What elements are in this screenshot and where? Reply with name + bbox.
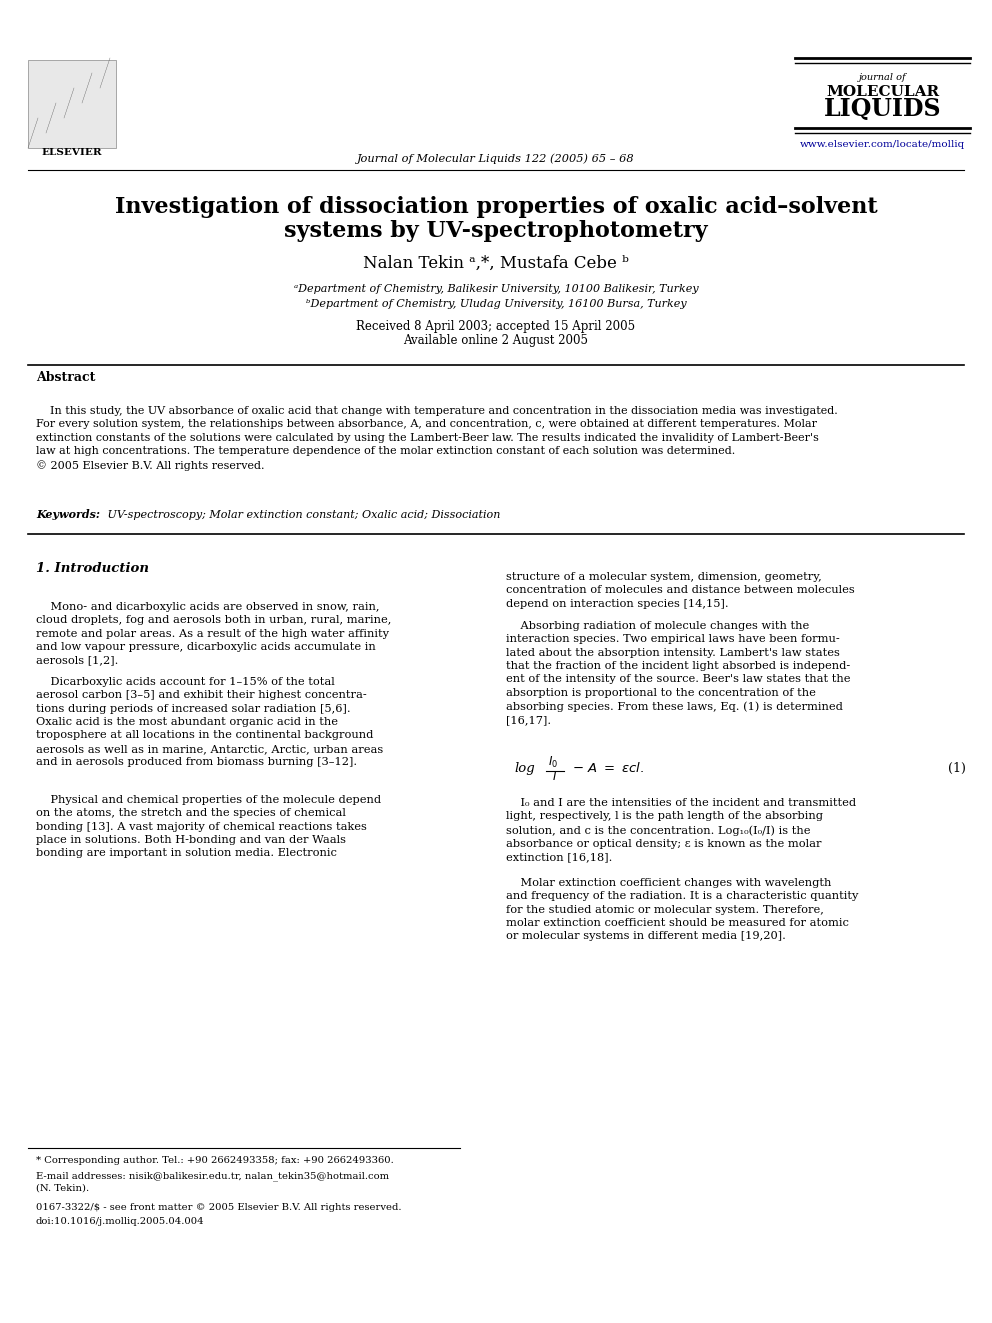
Text: (N. Tekin).: (N. Tekin). [36, 1184, 89, 1193]
Text: systems by UV-spectrophotometry: systems by UV-spectrophotometry [284, 220, 708, 242]
Text: ELSEVIER: ELSEVIER [42, 148, 102, 157]
Text: 1. Introduction: 1. Introduction [36, 562, 149, 576]
Text: doi:10.1016/j.molliq.2005.04.004: doi:10.1016/j.molliq.2005.04.004 [36, 1217, 204, 1226]
Text: LIQUIDS: LIQUIDS [823, 97, 941, 120]
Text: MOLECULAR: MOLECULAR [826, 85, 939, 99]
Text: (1): (1) [948, 762, 966, 775]
Text: Dicarboxylic acids account for 1–15% of the total
aerosol carbon [3–5] and exhib: Dicarboxylic acids account for 1–15% of … [36, 677, 383, 767]
Text: ᵇDepartment of Chemistry, Uludag University, 16100 Bursa, Turkey: ᵇDepartment of Chemistry, Uludag Univers… [306, 299, 686, 310]
Text: journal of: journal of [859, 73, 907, 82]
Text: Molar extinction coefficient changes with wavelength
and frequency of the radiat: Molar extinction coefficient changes wit… [506, 878, 858, 942]
Text: $I_0$: $I_0$ [548, 755, 558, 770]
Bar [28, 60, 116, 148]
Text: Nalan Tekin ᵃ,*, Mustafa Cebe ᵇ: Nalan Tekin ᵃ,*, Mustafa Cebe ᵇ [363, 255, 629, 273]
Text: Absorbing radiation of molecule changes with the
interaction species. Two empiri: Absorbing radiation of molecule changes … [506, 620, 850, 725]
Text: Available online 2 August 2005: Available online 2 August 2005 [404, 333, 588, 347]
Text: 0167-3322/$ - see front matter © 2005 Elsevier B.V. All rights reserved.: 0167-3322/$ - see front matter © 2005 El… [36, 1203, 402, 1212]
Text: Abstract: Abstract [36, 370, 95, 384]
Text: Mono- and dicarboxylic acids are observed in snow, rain,
cloud droplets, fog and: Mono- and dicarboxylic acids are observe… [36, 602, 392, 665]
Text: www.elsevier.com/locate/molliq: www.elsevier.com/locate/molliq [800, 140, 965, 149]
Text: $-$ $A$ $=$ $\varepsilon cl.$: $-$ $A$ $=$ $\varepsilon cl.$ [568, 761, 644, 775]
Text: * Corresponding author. Tel.: +90 2662493358; fax: +90 2662493360.: * Corresponding author. Tel.: +90 266249… [36, 1156, 394, 1166]
Text: I₀ and I are the intensities of the incident and transmitted
light, respectively: I₀ and I are the intensities of the inci… [506, 798, 856, 863]
Text: Physical and chemical properties of the molecule depend
on the atoms, the stretc: Physical and chemical properties of the … [36, 795, 381, 859]
Text: UV-spectroscopy; Molar extinction constant; Oxalic acid; Dissociation: UV-spectroscopy; Molar extinction consta… [104, 509, 500, 520]
Text: $I$: $I$ [552, 770, 558, 783]
Text: log: log [514, 762, 535, 775]
Text: ᵃDepartment of Chemistry, Balikesir University, 10100 Balikesir, Turkey: ᵃDepartment of Chemistry, Balikesir Univ… [294, 284, 698, 294]
Text: structure of a molecular system, dimension, geometry,
concentration of molecules: structure of a molecular system, dimensi… [506, 572, 855, 609]
Text: Received 8 April 2003; accepted 15 April 2005: Received 8 April 2003; accepted 15 April… [356, 320, 636, 333]
Text: Keywords:: Keywords: [36, 509, 100, 520]
Text: E-mail addresses: nisik@balikesir.edu.tr, nalan_tekin35@hotmail.com: E-mail addresses: nisik@balikesir.edu.tr… [36, 1171, 389, 1180]
Text: In this study, the UV absorbance of oxalic acid that change with temperature and: In this study, the UV absorbance of oxal… [36, 406, 838, 471]
Text: Investigation of dissociation properties of oxalic acid–solvent: Investigation of dissociation properties… [115, 196, 877, 218]
Text: Journal of Molecular Liquids 122 (2005) 65 – 68: Journal of Molecular Liquids 122 (2005) … [357, 153, 635, 164]
